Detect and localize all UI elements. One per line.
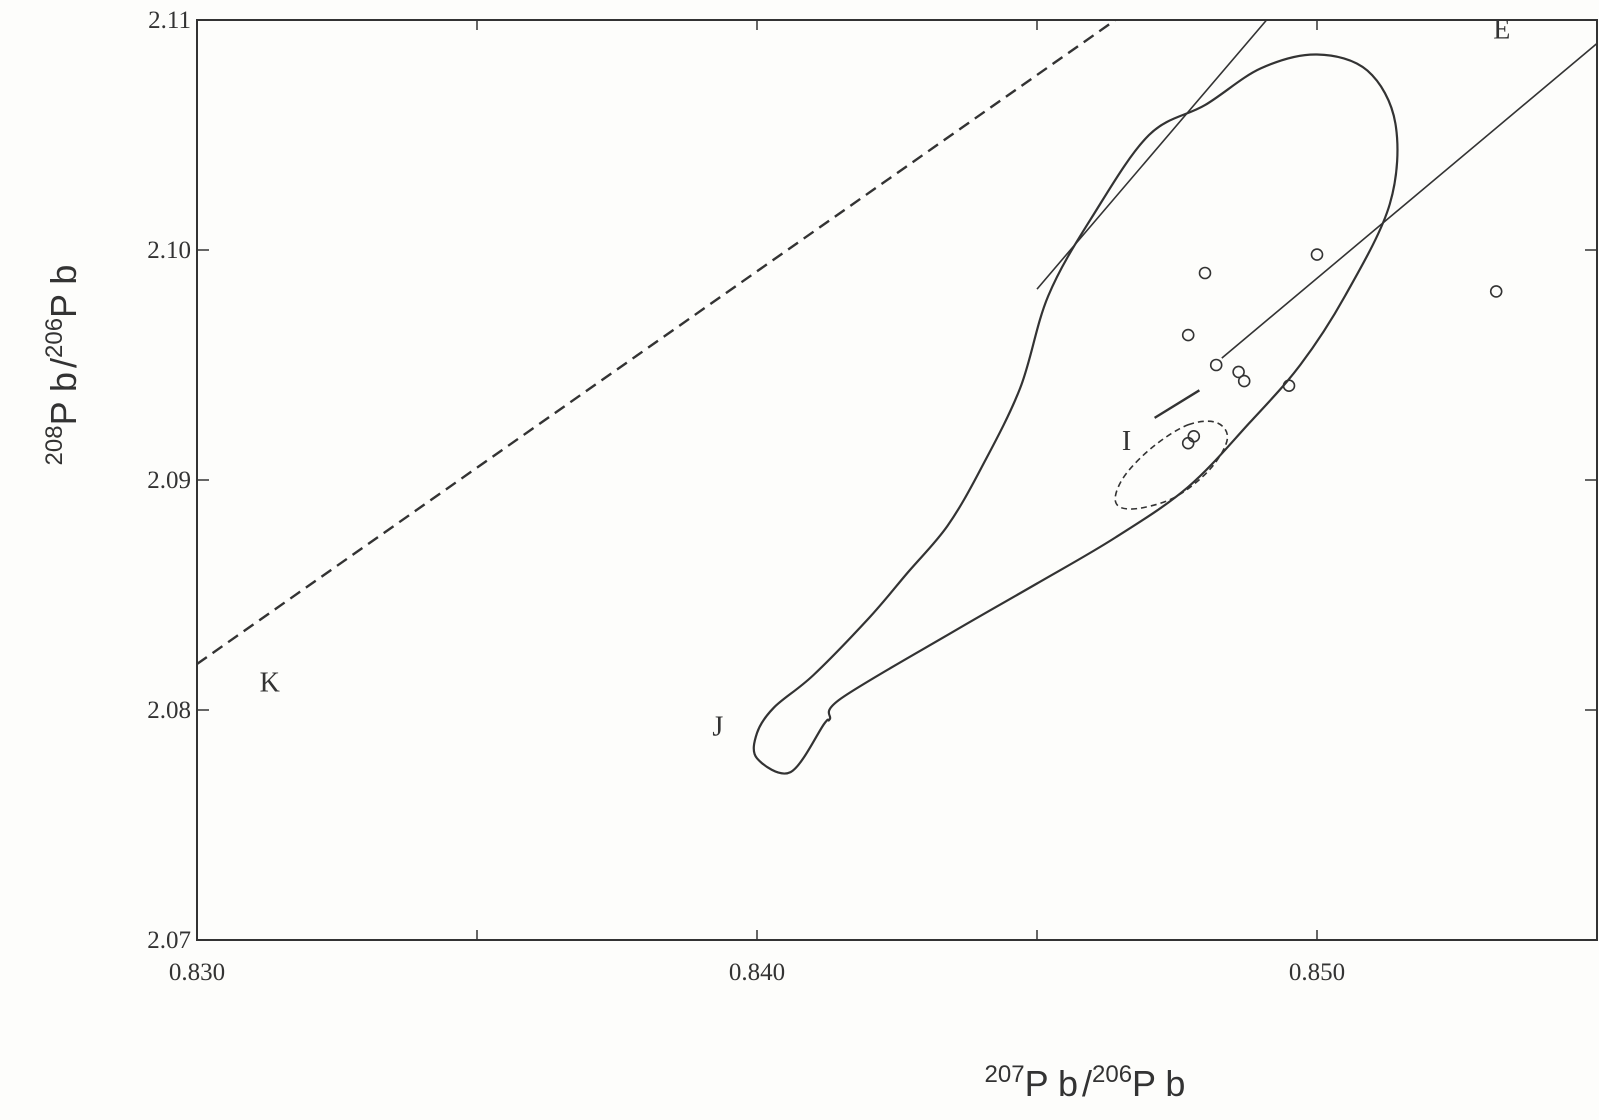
data-point [1310,248,1324,261]
x-axis-title: 207P b/206P b [985,1061,1186,1104]
plot-area [197,20,1597,775]
region-labels: K J I E [260,14,1511,742]
x-axis: 0.830 0.840 0.850 [169,20,1345,986]
x-axis-title-el2: P b [1132,1063,1185,1104]
data-point [1187,429,1201,443]
region-label-e: E [1493,14,1510,45]
x-axis-title-el1: P b [1025,1063,1078,1104]
y-tick-label: 2.11 [148,7,191,34]
data-point [1489,285,1503,298]
region-label-k: K [260,668,280,699]
y-axis-title-sep: / [43,358,84,368]
y-axis-title-mass1: 208 [41,425,68,465]
region-label-i: I [1122,426,1131,457]
data-point [1232,365,1245,379]
field-outline-solid [752,53,1399,775]
y-tick-label: 2.08 [147,697,191,724]
line-solid-thin-3 [1221,42,1597,359]
data-point [1181,328,1195,342]
data-point [1209,358,1223,372]
x-axis-title-mass2: 206 [1092,1061,1132,1088]
region-label-j: J [712,711,723,742]
y-axis-title: 208P b/206P b [41,265,84,466]
field-outline-dashed [1114,420,1229,510]
x-tick-label: 0.850 [1289,959,1345,986]
line-solid-medium-4 [1153,389,1201,419]
y-axis: 2.07 2.08 2.09 2.10 2.11 [147,7,1597,954]
plot-frame [196,19,1598,941]
y-axis-title-mass2: 206 [41,318,68,358]
data-point [1198,266,1212,280]
x-axis-title-mass1: 207 [985,1061,1025,1088]
y-axis-title-el2: P b [43,265,84,318]
data-point [1237,374,1251,388]
x-axis-title-sep: / [1082,1063,1092,1104]
y-axis-title-el1: P b [43,372,84,425]
y-tick-label: 2.07 [147,927,191,954]
y-tick-label: 2.10 [147,237,191,264]
y-tick-label: 2.09 [147,467,191,494]
data-point [1181,436,1195,450]
x-tick-label: 0.830 [169,959,225,986]
x-tick-label: 0.840 [729,959,785,986]
line-dashed-1 [197,20,1117,665]
